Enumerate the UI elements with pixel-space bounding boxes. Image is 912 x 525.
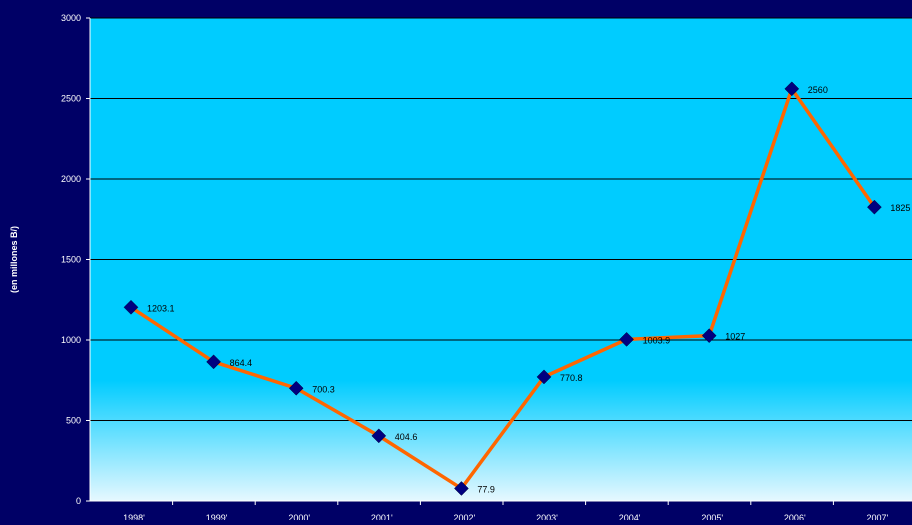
- x-tick-label: 2000': [288, 513, 310, 520]
- gridlines: [90, 17, 912, 421]
- data-point-marker: [454, 481, 469, 496]
- data-point-marker: [701, 328, 717, 344]
- data-series: [123, 81, 882, 496]
- data-point-marker: [288, 380, 304, 396]
- data-point-marker: [123, 299, 139, 315]
- x-tick-label: 2005': [701, 513, 723, 520]
- data-label: 1027: [725, 332, 745, 342]
- data-point-marker: [784, 81, 800, 97]
- x-tick-label: 2004': [619, 513, 641, 520]
- x-tick-label: 1998': [123, 513, 145, 520]
- data-point-marker: [536, 369, 552, 385]
- axes: 0 500 1000 1500 2000 2500 3000 1998' 1999' 2000' 2…: [61, 13, 912, 523]
- data-point-marker: [371, 428, 387, 444]
- data-point-marker: [206, 354, 221, 370]
- data-label: 2560: [808, 85, 828, 95]
- data-labels: 1203.1 864.4 700.3 404.6 77.9 770.8 1003.9 1027…: [147, 85, 910, 495]
- data-label: 770.8: [560, 373, 583, 383]
- series-line: [130, 87, 876, 491]
- y-tick-label: 500: [66, 416, 81, 426]
- y-tick-label: 0: [76, 496, 81, 506]
- x-tick-label: 2002': [454, 513, 476, 520]
- x-tick-label: 1999': [206, 513, 228, 520]
- data-label: 404.6: [395, 432, 418, 442]
- x-tick-label: 2007': [867, 513, 889, 520]
- y-tick-label: 2000: [61, 174, 81, 184]
- x-tick-label: 2003': [536, 513, 558, 520]
- data-label: 1203.1: [147, 303, 175, 313]
- data-label: 864.4: [230, 358, 253, 368]
- x-tick-label: 2006': [784, 513, 806, 520]
- data-label: 1825: [890, 203, 910, 213]
- y-tick-label: 3000: [61, 13, 81, 23]
- data-point-marker: [867, 199, 882, 215]
- data-label: 700.3: [312, 384, 335, 394]
- data-label: 1003.9: [643, 335, 671, 345]
- data-label: 77.9: [477, 484, 495, 494]
- x-tick-label: 2001': [371, 513, 393, 520]
- y-tick-label: 1000: [61, 335, 81, 345]
- y-tick-label: 1500: [61, 255, 81, 265]
- data-point-marker: [619, 332, 634, 347]
- y-tick-label: 2500: [61, 94, 81, 104]
- y-axis-title: (en millones B/): [9, 226, 19, 293]
